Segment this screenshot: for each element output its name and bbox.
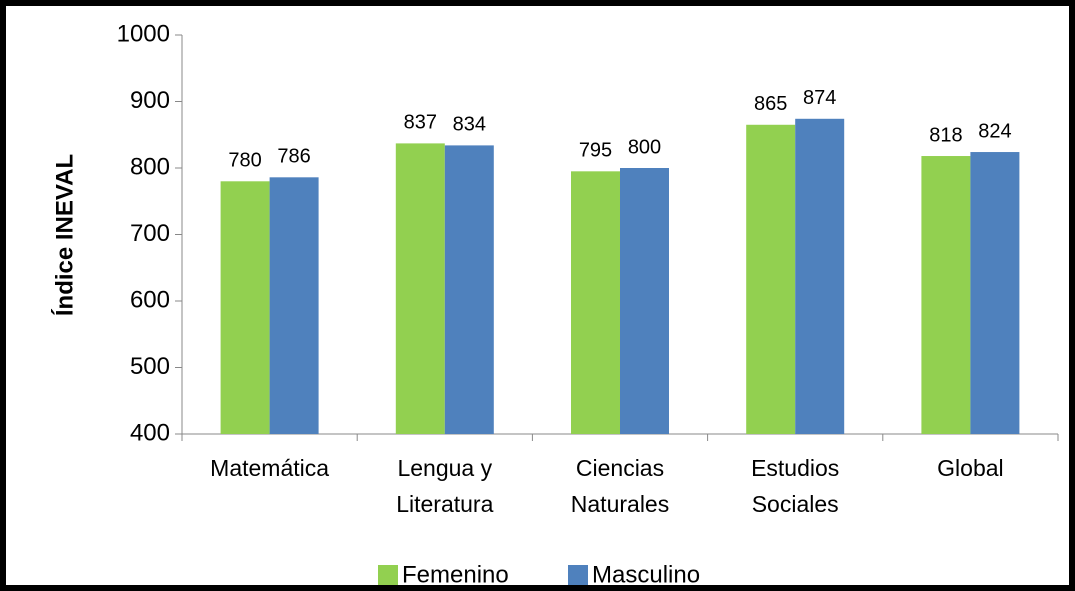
bar [746,124,796,435]
value-label: 874 [803,87,836,109]
value-label: 865 [754,93,787,115]
value-label: 780 [228,150,261,172]
bar [220,181,270,434]
bar [921,156,971,434]
x-tick-label: Ciencias Naturales [571,455,669,517]
x-tick-label: Lengua y Literatura [396,455,493,517]
legend-label: Femenino [402,561,509,588]
legend-swatch [568,565,588,585]
y-tick-label: 900 [130,87,170,114]
value-label: 824 [978,120,1011,142]
y-tick-label: 400 [130,419,170,446]
legend-swatch [378,565,398,585]
bar [970,152,1020,435]
y-tick-label: 700 [130,220,170,247]
bar [395,143,445,434]
bar [795,118,845,434]
value-label: 800 [628,136,661,158]
y-tick-label: 1000 [117,20,170,47]
y-tick-label: 800 [130,153,170,180]
value-label: 834 [453,114,486,136]
value-label: 786 [277,146,310,168]
x-tick-label: Estudios Sociales [751,455,839,517]
x-tick-label: Global [937,455,1003,481]
bar [571,171,620,434]
value-label: 818 [929,124,962,146]
bar [444,145,494,434]
value-label: 795 [579,140,612,162]
bar [620,168,669,434]
y-tick-label: 600 [130,286,170,313]
value-label: 837 [404,112,437,134]
y-axis-label: Índice INEVAL [50,154,78,316]
y-tick-label: 500 [130,353,170,380]
legend-label: Masculino [592,561,700,588]
bar [269,177,319,434]
x-tick-label: Matemática [210,455,329,481]
